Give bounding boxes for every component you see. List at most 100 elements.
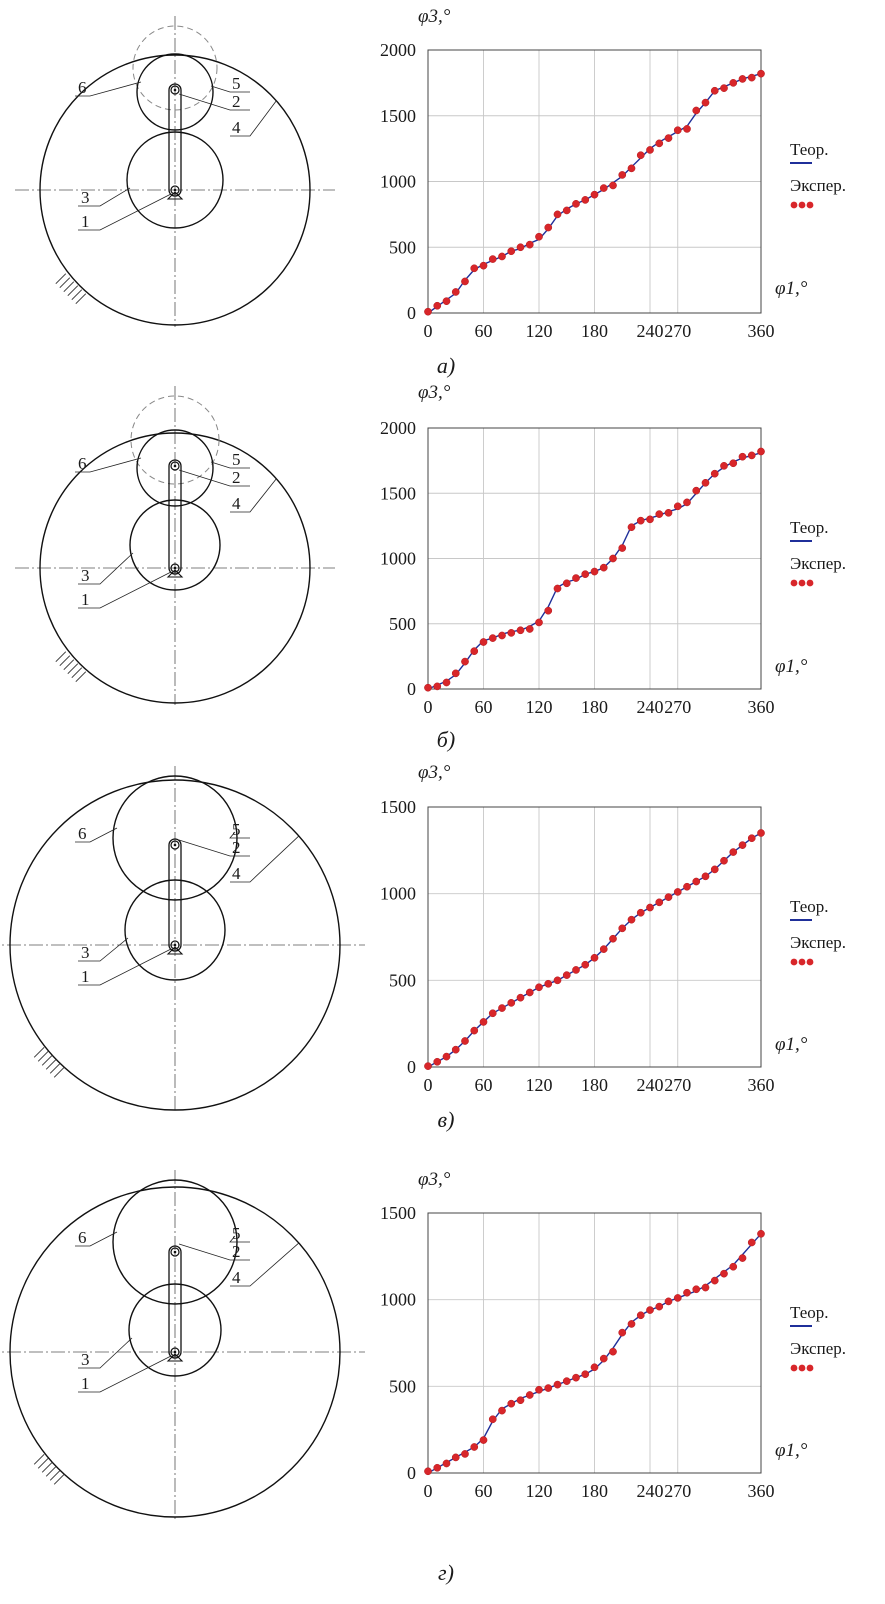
x-tick-label: 60 xyxy=(475,697,493,717)
ring-gear-circle xyxy=(39,432,311,704)
y-axis-label: φ3,° xyxy=(418,1169,451,1190)
experiment-point xyxy=(673,502,682,511)
legend-label-experiment: Экспер. xyxy=(790,554,846,573)
y-tick-label: 1500 xyxy=(380,1203,416,1223)
y-tick-label: 500 xyxy=(389,237,416,257)
label-5: 5 xyxy=(232,74,241,93)
base-pivot xyxy=(170,185,180,195)
y-tick-label: 1000 xyxy=(380,172,416,192)
label-4: 4 xyxy=(232,118,241,137)
hatch-mark xyxy=(33,1046,45,1058)
x-tick-label: 0 xyxy=(424,697,433,717)
leader-line-2 xyxy=(178,839,250,857)
experiment-point xyxy=(636,908,645,917)
panel-letter: б) xyxy=(437,727,455,752)
experiment-point xyxy=(544,1384,553,1392)
leader-line-6 xyxy=(75,827,118,843)
label-2: 2 xyxy=(232,1242,241,1261)
label-5: 5 xyxy=(232,1224,241,1243)
top-pivot-dot xyxy=(173,464,177,468)
experiment-point xyxy=(692,486,701,495)
experiment-point xyxy=(572,574,580,582)
experiment-point xyxy=(470,1443,479,1451)
experiment-point xyxy=(525,988,534,997)
label-3: 3 xyxy=(81,1350,90,1369)
experiment-point xyxy=(479,1018,488,1026)
experiment-point xyxy=(470,264,479,273)
label-1: 1 xyxy=(81,590,90,609)
legend-swatch-experiment xyxy=(790,1364,798,1372)
top-pivot xyxy=(170,461,180,471)
legend-swatch-experiment xyxy=(790,958,798,966)
panel-letter: а) xyxy=(437,353,455,378)
y-tick-label: 1500 xyxy=(380,797,416,817)
experiment-point xyxy=(572,1373,580,1382)
base-pivot-dot xyxy=(173,566,177,570)
leader-line-3 xyxy=(78,937,129,962)
hatch-mark xyxy=(71,667,83,679)
mechanism-diagram-4: 6 52 4 3 1 xyxy=(0,1170,365,1519)
x-tick-label: 180 xyxy=(581,1481,608,1501)
charts: 0 60 120 180 240 270 3600500100015002000φ3,°φ1… xyxy=(380,6,846,1585)
experiment-point xyxy=(581,570,590,579)
experiment-point xyxy=(461,277,469,286)
experiment-point xyxy=(646,146,654,154)
hatch-mark xyxy=(71,289,83,301)
experiment-point xyxy=(581,196,590,204)
lower-gear-circle xyxy=(129,499,221,591)
top-pivot xyxy=(170,840,180,850)
experiment-point xyxy=(488,1415,497,1424)
panel-letter: в) xyxy=(438,1107,455,1132)
ground-support xyxy=(166,1353,184,1362)
base-pivot xyxy=(170,1347,180,1357)
experiment-point xyxy=(655,139,664,148)
experiment-point xyxy=(609,181,617,190)
experiment-point xyxy=(720,461,728,470)
experiment-point xyxy=(442,297,451,306)
experiment-point xyxy=(747,73,756,82)
experiment-point xyxy=(673,126,682,135)
experiment-point xyxy=(590,1363,599,1372)
experiment-point xyxy=(433,301,442,310)
top-pivot-dot xyxy=(173,1250,177,1254)
plot-frame xyxy=(427,806,762,1068)
y-tick-label: 2000 xyxy=(380,40,416,60)
legend-label-theory: Теор. xyxy=(790,897,829,916)
lower-gear-circle xyxy=(126,131,224,229)
experiment-point xyxy=(507,999,516,1007)
x-tick-label: 240 xyxy=(637,321,664,341)
experiment-point xyxy=(757,69,765,78)
experiment-point xyxy=(442,1052,451,1061)
x-axis-label: φ1,° xyxy=(775,1034,808,1055)
x-tick-label: 360 xyxy=(748,321,775,341)
experiment-point xyxy=(590,567,599,576)
leader-line-6 xyxy=(75,457,142,473)
legend-label-theory: Теор. xyxy=(790,140,829,159)
leader-line-2 xyxy=(178,93,250,111)
hatch-mark xyxy=(63,281,75,293)
experiment-point xyxy=(646,1306,654,1314)
ground-support xyxy=(166,191,184,200)
y-tick-label: 0 xyxy=(407,679,416,699)
hatch-mark xyxy=(37,1050,49,1062)
experiment-point xyxy=(720,1269,728,1278)
leader-line-1 xyxy=(78,193,172,231)
experiment-point xyxy=(627,523,636,532)
leader-line-5 xyxy=(210,85,250,93)
experiment-point xyxy=(757,447,765,456)
mechanism-diagram-3: 6 52 4 3 1 xyxy=(0,766,365,1112)
hatch-mark xyxy=(67,285,79,297)
experiment-point xyxy=(424,307,432,316)
experiment-point xyxy=(433,682,442,691)
dashed-reference-circle xyxy=(130,395,220,485)
legend-label-theory: Теор. xyxy=(790,1303,829,1322)
experiment-point xyxy=(535,232,543,241)
label-6: 6 xyxy=(78,824,87,843)
experiment-point xyxy=(701,478,710,487)
legend-swatch-experiment xyxy=(798,579,806,587)
label-4: 4 xyxy=(232,1268,241,1287)
experiment-point xyxy=(544,606,553,615)
experiment-point xyxy=(553,976,562,985)
label-4: 4 xyxy=(232,864,241,883)
